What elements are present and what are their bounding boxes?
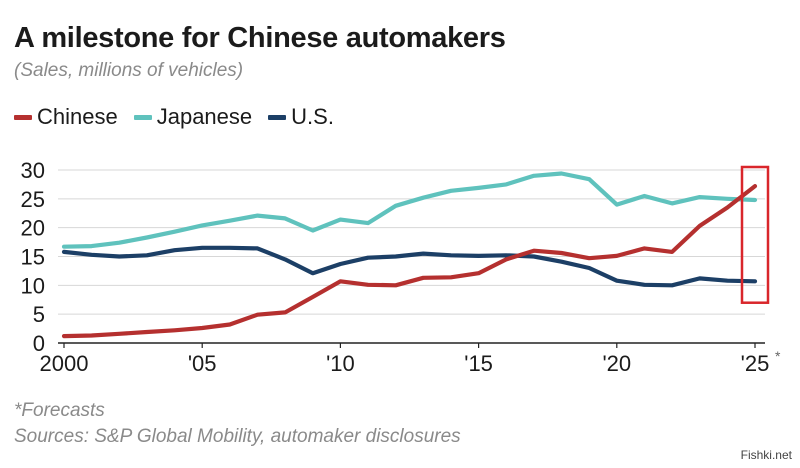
legend-swatch-chinese [14,114,32,120]
legend-label-japanese: Japanese [156,104,253,129]
footnote: *Forecasts [14,400,105,421]
chart-subtitle: (Sales, millions of vehicles) [14,60,244,81]
x-tick-label-2015: '15 [464,351,493,376]
y-tick-label-0: 0 [33,331,45,356]
x-tick-label-2005: '05 [188,351,217,376]
legend-label-chinese: Chinese [37,104,118,129]
series-line-japanese [61,171,758,249]
legend-item-us: U.S. [268,104,334,130]
grid-layer [58,169,765,348]
legend-label-us: U.S. [291,104,334,129]
y-tick-label-30: 30 [21,158,45,183]
y-tick-label-15: 15 [21,245,45,270]
legend-swatch-japanese [133,114,152,120]
x-tick-forecast-marker: * [775,348,781,364]
highlight-layer [740,165,770,304]
series-line-us [61,245,758,288]
chart-legend: Chinese Japanese U.S. [14,104,350,130]
chart-title: A milestone for Chinese automakers [14,22,506,54]
x-tick-label-2025: '25 [741,351,770,376]
y-tick-label-20: 20 [21,216,45,241]
series-layer [61,171,758,339]
x-tick-labels: 2000 '05 '10 '15 '20 '25 * [40,348,781,376]
legend-item-japanese: Japanese [133,104,253,130]
source-note: Sources: S&P Global Mobility, automaker … [14,426,461,447]
x-tick-label-2010: '10 [326,351,355,376]
y-tick-label-10: 10 [21,273,45,298]
x-tick-label-2020: '20 [602,351,631,376]
x-tick-label-2000: 2000 [40,351,89,376]
legend-item-chinese: Chinese [14,104,118,130]
line-chart: 0 5 10 15 20 25 30 2000 '05 '10 '15 '20 '25 * [21,158,781,376]
legend-swatch-us [268,114,287,120]
y-tick-labels: 0 5 10 15 20 25 30 [21,158,45,356]
watermark: Fishki.net [740,448,792,462]
y-tick-label-5: 5 [33,302,45,327]
y-tick-label-25: 25 [21,187,45,212]
forecast-highlight-box [740,165,770,304]
series-line-chinese [61,184,758,339]
